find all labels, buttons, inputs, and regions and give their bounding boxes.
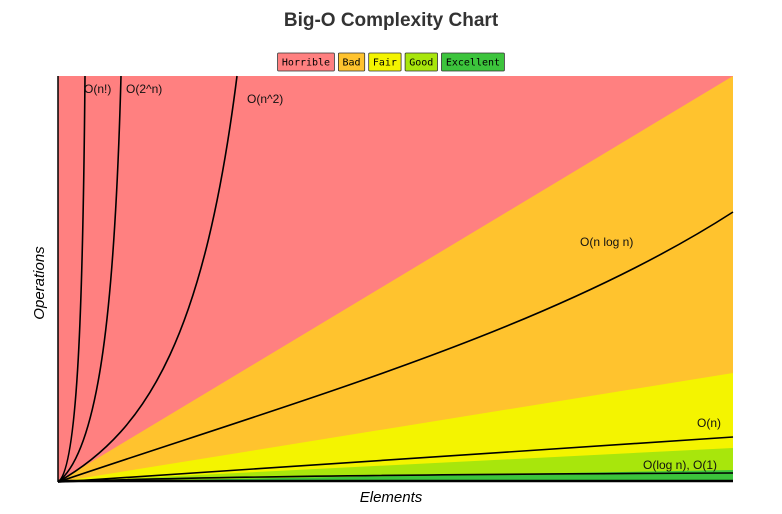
legend-swatch — [441, 52, 505, 72]
curve-label: O(2^n) — [126, 82, 162, 96]
curve — [57, 75, 238, 483]
regions — [58, 76, 733, 482]
legend-label: Excellent — [446, 58, 500, 69]
curve-label: O(n!) — [84, 82, 111, 96]
chart-title: Big-O Complexity Chart — [284, 10, 499, 31]
curve-label: O(n^2) — [247, 92, 283, 106]
legend-swatch — [337, 52, 366, 72]
curve-label: O(log n), O(1) — [643, 458, 717, 472]
curve — [57, 436, 734, 483]
curve — [57, 75, 86, 483]
legend-swatch — [368, 52, 402, 72]
curve — [57, 472, 734, 483]
legend-label: Horrible — [282, 58, 330, 69]
legend-label: Fair — [373, 58, 397, 69]
curve — [57, 211, 734, 483]
curve-label: O(n) — [697, 416, 721, 430]
legend-label: Bad — [343, 58, 361, 69]
region — [58, 373, 733, 482]
curve — [57, 75, 122, 483]
y-axis-label: Operations — [31, 246, 48, 320]
curve-label: O(n log n) — [580, 235, 633, 249]
x-axis-label: Elements — [360, 489, 423, 506]
legend: Horrible Bad Fair Good Excellent — [277, 52, 505, 72]
curves — [57, 75, 734, 483]
region — [58, 76, 733, 482]
legend-label: Good — [409, 58, 433, 69]
legend-swatch — [404, 52, 438, 72]
legend-swatch — [277, 52, 335, 72]
